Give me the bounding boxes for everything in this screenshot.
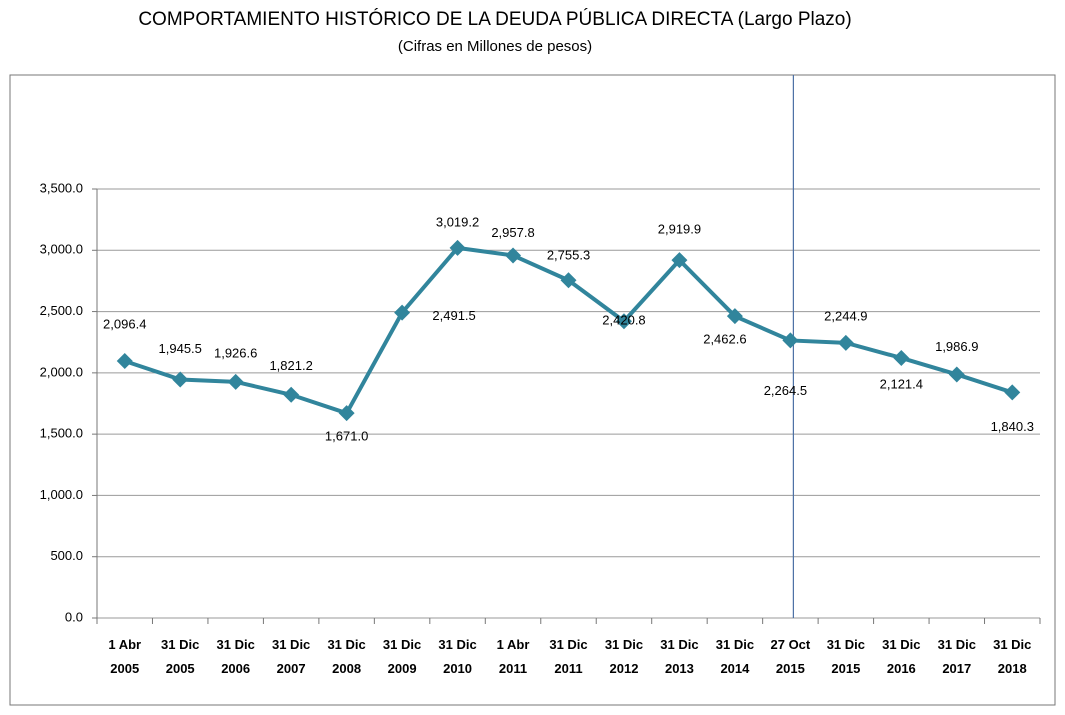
x-tick-label-line: 2006 bbox=[221, 661, 250, 676]
data-label: 2,491.5 bbox=[432, 308, 475, 323]
data-label: 2,919.9 bbox=[658, 222, 701, 237]
data-label: 1,840.3 bbox=[991, 419, 1034, 434]
x-tick-label-line: 2005 bbox=[166, 661, 195, 676]
data-label: 1,821.2 bbox=[269, 358, 312, 373]
x-tick-label-line: 31 Dic bbox=[938, 637, 976, 652]
x-tick-label: 31 Dic 2011 bbox=[549, 637, 587, 676]
marker bbox=[227, 373, 244, 390]
x-tick-label-line: 2005 bbox=[110, 661, 139, 676]
x-tick-label-line: 31 Dic bbox=[660, 637, 698, 652]
x-tick-label-line: 2011 bbox=[499, 661, 527, 676]
y-tick-label: 3,000.0 bbox=[40, 242, 83, 257]
x-tick-label-line: 31 Dic bbox=[327, 637, 365, 652]
y-tick-label: 2,000.0 bbox=[40, 364, 83, 379]
marker bbox=[726, 308, 743, 325]
data-label: 1,926.6 bbox=[214, 345, 257, 360]
marker bbox=[560, 272, 577, 289]
x-tick-label: 31 Dic 2012 bbox=[605, 637, 643, 676]
marker bbox=[338, 405, 355, 422]
marker bbox=[505, 247, 522, 264]
x-tick-label-line: 2017 bbox=[942, 661, 971, 676]
data-label: 2,121.4 bbox=[880, 376, 923, 391]
y-tick-label: 1,000.0 bbox=[40, 487, 83, 502]
x-tick-label-line: 31 Dic bbox=[217, 637, 255, 652]
y-tick-label: 3,500.0 bbox=[40, 180, 83, 195]
x-tick-label: 31 Dic 2008 bbox=[327, 637, 365, 676]
x-tick-label-line: 2013 bbox=[665, 661, 694, 676]
x-tick-label-line: 31 Dic bbox=[993, 637, 1031, 652]
marker bbox=[893, 349, 910, 366]
x-tick-label: 31 Dic 2018 bbox=[993, 637, 1031, 676]
chart-title: COMPORTAMIENTO HISTÓRICO DE LA DEUDA PÚB… bbox=[138, 8, 851, 30]
marker bbox=[116, 353, 133, 370]
y-tick-label: 0.0 bbox=[65, 609, 83, 624]
x-tick-label-line: 2011 bbox=[554, 661, 582, 676]
x-tick-label: 31 Dic 2010 bbox=[438, 637, 476, 676]
x-tick-label: 1 Abr 2011 bbox=[497, 637, 530, 676]
x-tick-label-line: 31 Dic bbox=[827, 637, 865, 652]
data-label: 1,945.5 bbox=[159, 341, 202, 356]
x-tick-label-line: 2016 bbox=[887, 661, 916, 676]
marker bbox=[172, 371, 189, 388]
marker bbox=[671, 252, 688, 269]
x-tick-label: 31 Dic 2015 bbox=[827, 637, 865, 676]
marker bbox=[782, 332, 799, 349]
x-tick-label-line: 2015 bbox=[831, 661, 860, 676]
data-label: 1,671.0 bbox=[325, 429, 368, 444]
x-tick-label-line: 2010 bbox=[443, 661, 472, 676]
x-tick-label: 1 Abr 2005 bbox=[108, 637, 141, 676]
marker bbox=[948, 366, 965, 383]
x-tick-label: 27 Oct 2015 bbox=[771, 637, 811, 676]
marker bbox=[1004, 384, 1021, 401]
x-tick-label-line: 2007 bbox=[277, 661, 306, 676]
x-tick-label: 31 Dic 2016 bbox=[882, 637, 920, 676]
x-tick-label-line: 31 Dic bbox=[549, 637, 587, 652]
x-tick-label: 31 Dic 2017 bbox=[938, 637, 976, 676]
x-tick-label-line: 1 Abr bbox=[108, 637, 141, 652]
x-tick-label-line: 31 Dic bbox=[438, 637, 476, 652]
x-tick-label-line: 2015 bbox=[776, 661, 805, 676]
x-tick-label-line: 2008 bbox=[332, 661, 361, 676]
x-tick-label-line: 2014 bbox=[720, 661, 750, 676]
x-tick-label-line: 2018 bbox=[998, 661, 1027, 676]
x-tick-label-line: 31 Dic bbox=[716, 637, 754, 652]
x-tick-label-line: 31 Dic bbox=[272, 637, 310, 652]
data-label: 2,462.6 bbox=[703, 332, 746, 347]
data-label: 2,244.9 bbox=[824, 308, 867, 323]
marker bbox=[283, 386, 300, 403]
marker bbox=[837, 334, 854, 351]
y-tick-label: 2,500.0 bbox=[40, 303, 83, 318]
marker bbox=[394, 304, 411, 321]
x-tick-label-line: 1 Abr bbox=[497, 637, 530, 652]
data-label: 2,264.5 bbox=[764, 383, 807, 398]
x-tick-label-line: 31 Dic bbox=[882, 637, 920, 652]
x-tick-label: 31 Dic 2006 bbox=[217, 637, 255, 676]
data-label: 2,755.3 bbox=[547, 248, 590, 263]
x-tick-label-line: 27 Oct bbox=[771, 637, 811, 652]
x-tick-label-line: 31 Dic bbox=[605, 637, 643, 652]
x-tick-label: 31 Dic 2013 bbox=[660, 637, 698, 676]
y-tick-label: 500.0 bbox=[50, 548, 83, 563]
chart-frame bbox=[9, 74, 1056, 706]
x-tick-label-line: 31 Dic bbox=[161, 637, 199, 652]
x-tick-label-line: 31 Dic bbox=[383, 637, 421, 652]
chart-subtitle: (Cifras en Millones de pesos) bbox=[398, 38, 592, 55]
data-label: 2,957.8 bbox=[491, 225, 534, 240]
marker bbox=[615, 313, 632, 330]
x-tick-label: 31 Dic 2014 bbox=[716, 637, 754, 676]
y-tick-label: 1,500.0 bbox=[40, 426, 83, 441]
x-tick-label: 31 Dic 2009 bbox=[383, 637, 421, 676]
data-label: 2,096.4 bbox=[103, 316, 146, 331]
x-tick-label-line: 2009 bbox=[388, 661, 417, 676]
data-label: 3,019.2 bbox=[436, 214, 479, 229]
data-label: 1,986.9 bbox=[935, 339, 978, 354]
x-tick-label: 31 Dic 2007 bbox=[272, 637, 310, 676]
x-tick-label: 31 Dic 2005 bbox=[161, 637, 199, 676]
x-tick-label-line: 2012 bbox=[610, 661, 639, 676]
data-label: 2,420.8 bbox=[602, 313, 645, 328]
marker bbox=[449, 239, 466, 256]
